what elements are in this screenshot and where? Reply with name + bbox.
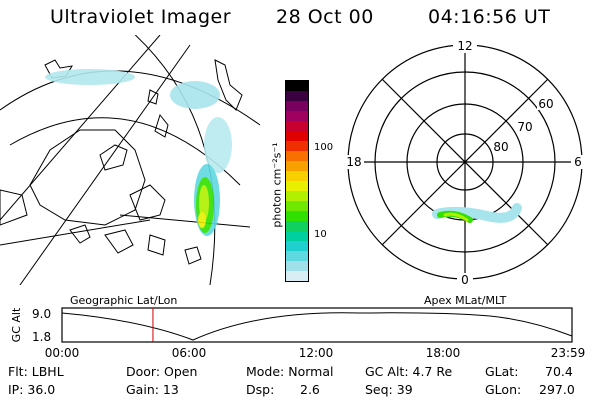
colorbar-segment xyxy=(286,81,308,91)
colorbar-segment xyxy=(286,111,308,121)
instrument-title: Ultraviolet Imager xyxy=(50,6,232,28)
coastline xyxy=(184,246,202,265)
mlt-label-18: 18 xyxy=(346,155,361,169)
glon-label: GLon: xyxy=(485,382,522,397)
colorbar-segment xyxy=(286,211,308,221)
coastline xyxy=(69,224,91,244)
glat-value: 70.4 xyxy=(545,364,573,379)
door-status: Door: Open xyxy=(126,364,198,379)
colorbar-segment xyxy=(286,201,308,211)
meridian xyxy=(19,44,191,285)
coastline xyxy=(129,184,166,221)
mode-status: Mode: Normal xyxy=(246,364,334,379)
xtick-18: 18:00 xyxy=(426,346,461,360)
meridian xyxy=(0,219,151,246)
coastline xyxy=(99,144,128,171)
time-label: 04:16:56 UT xyxy=(428,6,551,28)
geo-caption: Geographic Lat/Lon xyxy=(70,294,178,307)
colorbar-segment xyxy=(286,131,308,141)
polar-caption: Apex MLat/MLT xyxy=(424,294,507,307)
seq-status: Seq: 39 xyxy=(365,382,413,397)
colorbar-label: photon cm⁻²s⁻¹ xyxy=(270,142,284,228)
colorbar-segment xyxy=(286,261,308,271)
coastline xyxy=(214,59,243,111)
altitude-curve xyxy=(61,312,573,341)
mlt-label-12: 12 xyxy=(457,39,472,53)
geographic-map xyxy=(0,35,261,285)
colorbar-segment xyxy=(286,251,308,261)
colorbar-segment xyxy=(286,91,308,101)
colorbar-segment xyxy=(286,101,308,111)
colorbar-segment xyxy=(286,191,308,201)
ytick-1.8: 1.8 xyxy=(32,330,51,344)
colorbar-segment xyxy=(286,271,308,281)
meridian xyxy=(0,35,161,221)
mlat-label-60: 60 xyxy=(538,97,553,111)
glon-value: 297.0 xyxy=(539,382,575,397)
mlt-label-6: 6 xyxy=(574,155,582,169)
colorbar-tick-10: 10 xyxy=(314,229,327,240)
xtick-6: 06:00 xyxy=(172,346,207,360)
dsp-label: Dsp: xyxy=(246,382,275,397)
filter-status: Flt: LBHL xyxy=(8,364,64,379)
mlat-label-80: 80 xyxy=(493,140,508,154)
glat-label: GLat: xyxy=(485,364,519,379)
coastline xyxy=(29,129,146,226)
colorbar-segment xyxy=(286,241,308,251)
altitude-plot-frame xyxy=(61,307,573,343)
colorbar-segment xyxy=(286,221,308,231)
colorbar-segment xyxy=(286,141,308,151)
coastline xyxy=(104,229,134,254)
mlat-label-70: 70 xyxy=(517,120,532,134)
ytick-9: 9.0 xyxy=(32,307,51,321)
polar-plot: 12 6 0 18 60 70 80 xyxy=(344,39,585,287)
xtick-12: 12:00 xyxy=(299,346,334,360)
meridian xyxy=(119,214,251,228)
xtick-2359: 23:59 xyxy=(551,346,586,360)
ip-status: IP: 36.0 xyxy=(8,382,56,397)
lat-circle xyxy=(134,35,216,285)
coastline xyxy=(147,234,166,256)
colorbar xyxy=(285,80,309,282)
colorbar-segment xyxy=(286,161,308,171)
gc-alt-status: GC Alt: 4.7 Re xyxy=(365,364,453,379)
colorbar-segment xyxy=(286,231,308,241)
colorbar-segment xyxy=(286,181,308,191)
coastline xyxy=(147,89,159,105)
colorbar-tick-100: 100 xyxy=(314,142,334,153)
y-axis-label: GC Alt xyxy=(10,307,23,342)
coastline xyxy=(154,113,169,138)
coastline xyxy=(0,189,28,226)
altitude-plot: GC Alt 9.0 1.8 00:00 06:00 12:00 18:00 2… xyxy=(10,307,586,360)
mlt-label-0: 0 xyxy=(461,273,469,287)
polar-aurora xyxy=(432,203,522,223)
colorbar-segment xyxy=(286,171,308,181)
dsp-value: 2.6 xyxy=(300,382,320,397)
aurora-emission xyxy=(45,69,232,236)
colorbar-segment xyxy=(286,121,308,131)
lat-circle xyxy=(0,70,261,126)
date-label: 28 Oct 00 xyxy=(276,6,374,28)
xtick-0: 00:00 xyxy=(45,346,80,360)
gain-status: Gain: 13 xyxy=(126,382,179,397)
colorbar-segment xyxy=(286,151,308,161)
